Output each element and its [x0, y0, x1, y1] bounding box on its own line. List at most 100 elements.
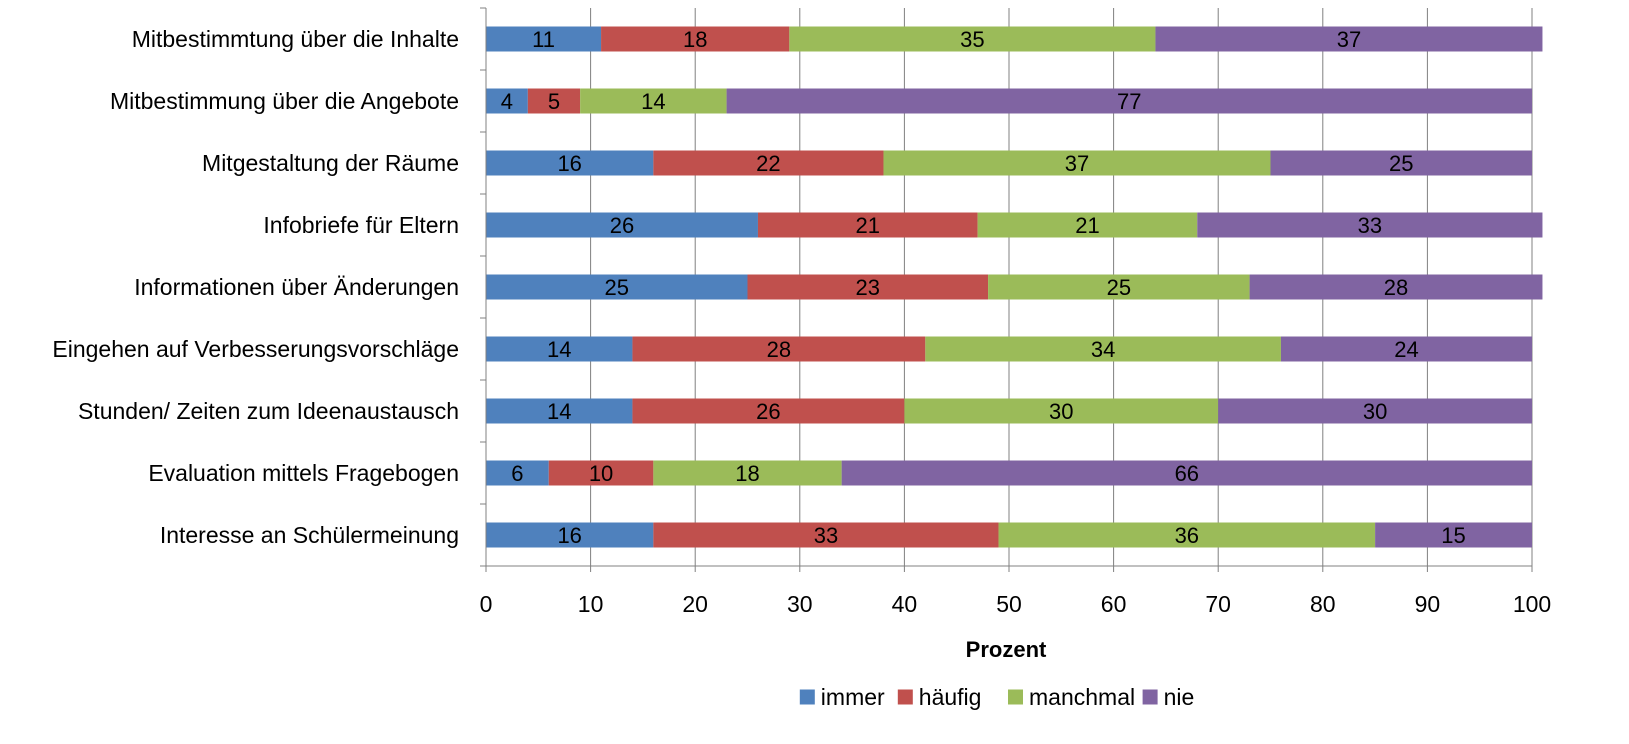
- bar-segment: [841, 460, 1532, 486]
- x-tick-label: 10: [578, 591, 604, 617]
- data-label: 5: [548, 89, 560, 114]
- category-label: Mitbestimmtung über die Inhalte: [132, 26, 459, 52]
- bar-segment: [527, 88, 581, 114]
- x-tick-label: 90: [1415, 591, 1441, 617]
- category-label: Interesse an Schülermeinung: [160, 522, 459, 548]
- data-label: 11: [532, 27, 555, 52]
- data-label: 4: [501, 89, 513, 114]
- x-axis-title: Prozent: [966, 637, 1047, 662]
- x-tick-label: 70: [1205, 591, 1231, 617]
- data-label: 37: [1065, 151, 1089, 176]
- data-label: 36: [1175, 523, 1199, 548]
- bar-segment: [486, 274, 748, 300]
- data-label: 21: [856, 213, 880, 238]
- bar-segment: [883, 150, 1271, 176]
- data-label: 10: [589, 461, 613, 486]
- x-tick-label: 20: [682, 591, 708, 617]
- data-label: 16: [557, 523, 581, 548]
- x-tick-label: 40: [892, 591, 918, 617]
- data-label: 6: [511, 461, 523, 486]
- legend: immer häufig manchmal nie: [799, 684, 1195, 710]
- legend-swatch: [1142, 689, 1158, 705]
- x-tick-label: 30: [787, 591, 813, 617]
- category-label: Eingehen auf Verbesserungsvorschläge: [52, 336, 459, 362]
- bar-segment: [486, 26, 602, 52]
- bar-segment: [486, 522, 654, 548]
- legend-label: immer: [821, 684, 885, 710]
- bar-segment: [1249, 274, 1543, 300]
- data-label: 21: [1075, 213, 1099, 238]
- x-tick-label: 50: [996, 591, 1022, 617]
- data-label: 22: [756, 151, 780, 176]
- legend-label: nie: [1164, 684, 1195, 710]
- legend-label: manchmal: [1029, 684, 1135, 710]
- bar-segment: [486, 336, 633, 362]
- category-label: Stunden/ Zeiten zum Ideenaustausch: [78, 398, 459, 424]
- data-label: 14: [547, 337, 571, 362]
- data-label: 77: [1117, 89, 1141, 114]
- bar-segment: [726, 88, 1532, 114]
- bar-segment: [653, 522, 999, 548]
- data-label: 33: [814, 523, 838, 548]
- bar-segment: [1270, 150, 1532, 176]
- bar-segment: [988, 274, 1250, 300]
- bar-segment: [580, 88, 727, 114]
- axes: 0 10 20 30 40 50 60 70 80 90 100: [480, 7, 1551, 617]
- bar-segment: [1155, 26, 1543, 52]
- category-label: Mitgestaltung der Räume: [202, 150, 459, 176]
- data-label: 34: [1091, 337, 1115, 362]
- legend-label: häufig: [919, 684, 982, 710]
- data-label: 25: [1107, 275, 1131, 300]
- data-label: 30: [1049, 399, 1073, 424]
- data-label: 30: [1363, 399, 1387, 424]
- data-label: 37: [1337, 27, 1361, 52]
- bar-segment: [486, 150, 654, 176]
- bars: [486, 26, 1543, 548]
- bar-segment: [757, 212, 978, 238]
- category-label: Infobriefe für Eltern: [263, 212, 459, 238]
- bar-segment: [486, 398, 633, 424]
- bar-segment: [632, 398, 905, 424]
- bar-segment: [486, 460, 549, 486]
- legend-swatch: [1008, 689, 1023, 705]
- bar-segment: [1280, 336, 1532, 362]
- legend-swatch: [799, 689, 815, 705]
- bar-segment: [653, 150, 884, 176]
- bar-segment: [1197, 212, 1543, 238]
- bar-segment: [747, 274, 989, 300]
- bar-segment: [789, 26, 1156, 52]
- data-label: 26: [756, 399, 780, 424]
- x-tick-label: 80: [1310, 591, 1336, 617]
- category-label: Informationen über Änderungen: [134, 274, 459, 300]
- bar-segment: [601, 26, 790, 52]
- legend-swatch: [897, 689, 913, 705]
- bar-segment: [1218, 398, 1532, 424]
- bar-segment: [486, 88, 528, 114]
- data-label: 25: [1389, 151, 1413, 176]
- category-label: Mitbestimmung über die Angebote: [110, 88, 459, 114]
- data-label: 35: [960, 27, 984, 52]
- data-label: 14: [641, 89, 665, 114]
- data-label: 26: [610, 213, 634, 238]
- bar-segment: [1375, 522, 1532, 548]
- bar-segment: [977, 212, 1198, 238]
- data-label: 28: [767, 337, 791, 362]
- bar-segment: [998, 522, 1376, 548]
- data-label: 28: [1384, 275, 1408, 300]
- data-label: 15: [1441, 523, 1465, 548]
- x-tick-label: 0: [480, 591, 493, 617]
- data-label: 18: [735, 461, 759, 486]
- data-label: 24: [1394, 337, 1418, 362]
- category-label: Evaluation mittels Fragebogen: [148, 460, 459, 486]
- x-tick-label: 100: [1513, 591, 1551, 617]
- data-label: 16: [557, 151, 581, 176]
- data-label: 18: [683, 27, 707, 52]
- data-label: 23: [856, 275, 880, 300]
- data-label: 14: [547, 399, 571, 424]
- bar-segment: [653, 460, 842, 486]
- bar-segment: [925, 336, 1281, 362]
- bar-segment: [548, 460, 654, 486]
- bar-segment: [486, 212, 758, 238]
